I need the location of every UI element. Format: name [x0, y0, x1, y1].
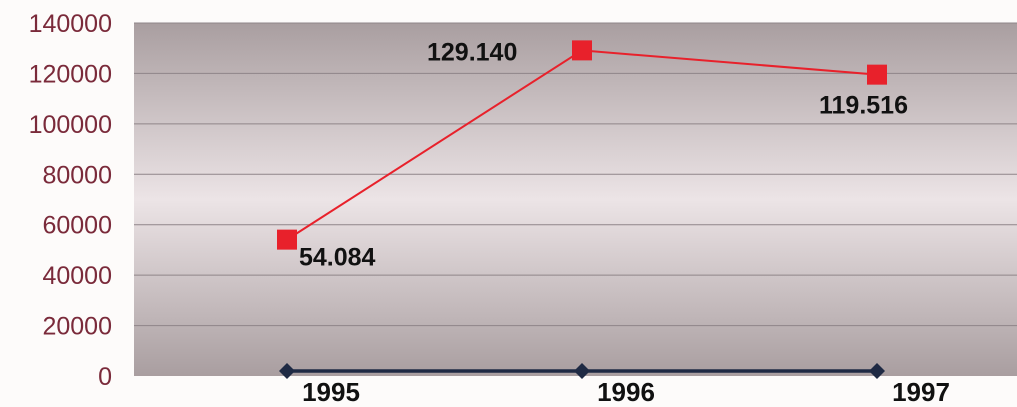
y-axis-ticks: 0 20000 40000 60000 80000 100000 120000 140000 — [29, 10, 112, 391]
y-tick-label: 80000 — [42, 161, 112, 189]
y-tick-label: 120000 — [29, 60, 112, 88]
x-axis-ticks: 1995 1996 1997 — [302, 377, 950, 407]
data-labels: 54.084 129.140 119.516 — [299, 38, 908, 271]
data-point-marker — [277, 229, 297, 250]
x-tick-label: 1995 — [302, 377, 360, 407]
data-point-marker — [572, 40, 592, 61]
baseline-point-marker — [279, 363, 295, 379]
y-tick-label: 60000 — [42, 212, 112, 240]
baseline-point-marker — [574, 363, 590, 379]
y-tick-label: 100000 — [29, 111, 112, 139]
data-point-marker — [867, 64, 887, 85]
y-tick-label: 20000 — [42, 313, 112, 341]
data-label: 54.084 — [299, 244, 376, 272]
data-label: 119.516 — [819, 92, 908, 120]
series — [277, 40, 887, 379]
data-label: 129.140 — [427, 38, 517, 66]
baseline-point-marker — [869, 363, 885, 379]
y-tick-label: 0 — [98, 363, 112, 391]
y-tick-label: 40000 — [42, 262, 112, 290]
x-tick-label: 1996 — [597, 377, 655, 407]
x-tick-label: 1997 — [892, 377, 950, 407]
y-tick-label: 140000 — [29, 10, 112, 38]
